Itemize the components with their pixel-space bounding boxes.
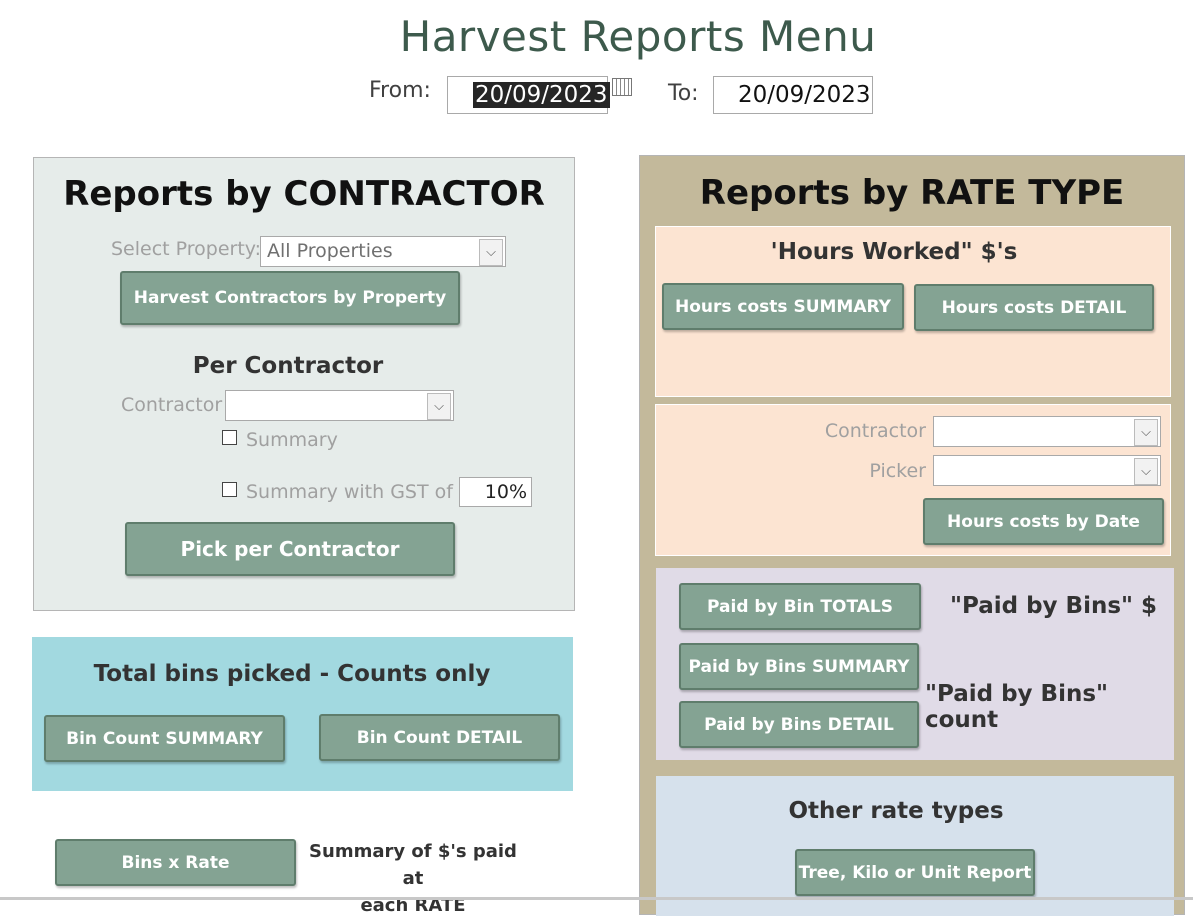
rate-contractor-label: Contractor — [824, 420, 926, 442]
paid-by-bins-count-label: "Paid by Bins" count — [925, 681, 1109, 733]
other-rate-types-section: Other rate types Tree, Kilo or Unit Repo… — [656, 776, 1174, 916]
chevron-down-icon[interactable]: ⌵ — [1134, 458, 1158, 485]
picker-label: Picker — [869, 460, 926, 482]
bins-rate-caption: Summary of $'s paid at each RATE — [300, 838, 526, 919]
hours-section: 'Hours Worked" $'s Hours costs SUMMARY H… — [655, 226, 1171, 397]
paid-by-bins-detail-button[interactable]: Paid by Bins DETAIL — [679, 701, 919, 748]
hours-heading: 'Hours Worked" $'s — [770, 239, 1018, 265]
gst-rate-input[interactable]: 10% — [459, 477, 532, 507]
bin-count-detail-button[interactable]: Bin Count DETAIL — [319, 714, 560, 761]
contractor-panel: Reports by CONTRACTOR Select Property: A… — [33, 157, 575, 611]
contractor-label: Contractor — [121, 394, 223, 416]
other-rate-types-heading: Other rate types — [788, 798, 1004, 824]
from-date-value: 20/09/2023 — [473, 82, 610, 108]
from-date-input[interactable]: 20/09/2023 — [447, 76, 610, 114]
harvest-contractors-button[interactable]: Harvest Contractors by Property — [120, 271, 460, 325]
calendar-icon[interactable] — [612, 78, 632, 96]
chevron-down-icon[interactable]: ⌵ — [479, 239, 503, 266]
chevron-down-icon[interactable]: ⌵ — [427, 393, 451, 420]
page-title: Harvest Reports Menu — [399, 12, 877, 61]
chevron-down-icon[interactable]: ⌵ — [1134, 419, 1158, 446]
picker-select[interactable]: ⌵ — [933, 455, 1161, 486]
bottom-border — [0, 897, 1193, 900]
gst-summary-checkbox[interactable] — [222, 482, 237, 497]
summary-checkbox[interactable] — [222, 430, 237, 445]
pick-per-contractor-button[interactable]: Pick per Contractor — [125, 522, 455, 576]
bins-heading: Total bins picked - Counts only — [93, 661, 491, 687]
rate-contractor-select[interactable]: ⌵ — [933, 416, 1161, 447]
hours-costs-detail-button[interactable]: Hours costs DETAIL — [914, 284, 1154, 331]
bins-x-rate-button[interactable]: Bins x Rate — [55, 839, 296, 886]
select-property-label: Select Property: — [111, 238, 262, 260]
per-contractor-heading: Per Contractor — [192, 353, 384, 379]
contractor-heading: Reports by CONTRACTOR — [63, 174, 545, 214]
paid-by-bins-section: Paid by Bin TOTALS "Paid by Bins" $ Paid… — [656, 568, 1174, 760]
hours-filter-section: Contractor ⌵ Picker ⌵ Hours costs by Dat… — [655, 404, 1171, 556]
rate-type-panel: Reports by RATE TYPE 'Hours Worked" $'s … — [639, 155, 1185, 916]
to-date-value: 20/09/2023 — [738, 82, 871, 108]
property-select-value: All Properties — [267, 240, 393, 262]
paid-by-bins-dollar-label: "Paid by Bins" $ — [950, 593, 1158, 619]
bins-rate-caption-line1: Summary of $'s paid at — [309, 841, 517, 889]
paid-by-bin-totals-button[interactable]: Paid by Bin TOTALS — [679, 583, 921, 630]
to-label: To: — [668, 81, 699, 106]
to-date-input[interactable]: 20/09/2023 — [713, 76, 873, 114]
bins-panel: Total bins picked - Counts only Bin Coun… — [32, 637, 573, 791]
bin-count-summary-button[interactable]: Bin Count SUMMARY — [44, 715, 285, 762]
paid-by-bins-summary-button[interactable]: Paid by Bins SUMMARY — [679, 643, 919, 690]
hours-costs-summary-button[interactable]: Hours costs SUMMARY — [662, 283, 904, 330]
rate-type-heading: Reports by RATE TYPE — [699, 173, 1125, 213]
tree-kilo-unit-report-button[interactable]: Tree, Kilo or Unit Report — [795, 849, 1035, 896]
contractor-select[interactable]: ⌵ — [225, 390, 454, 421]
gst-summary-label: Summary with GST of — [246, 481, 453, 503]
from-label: From: — [369, 78, 431, 103]
hours-costs-by-date-button[interactable]: Hours costs by Date — [923, 498, 1164, 545]
property-select[interactable]: All Properties ⌵ — [260, 236, 506, 267]
summary-label: Summary — [246, 429, 338, 451]
